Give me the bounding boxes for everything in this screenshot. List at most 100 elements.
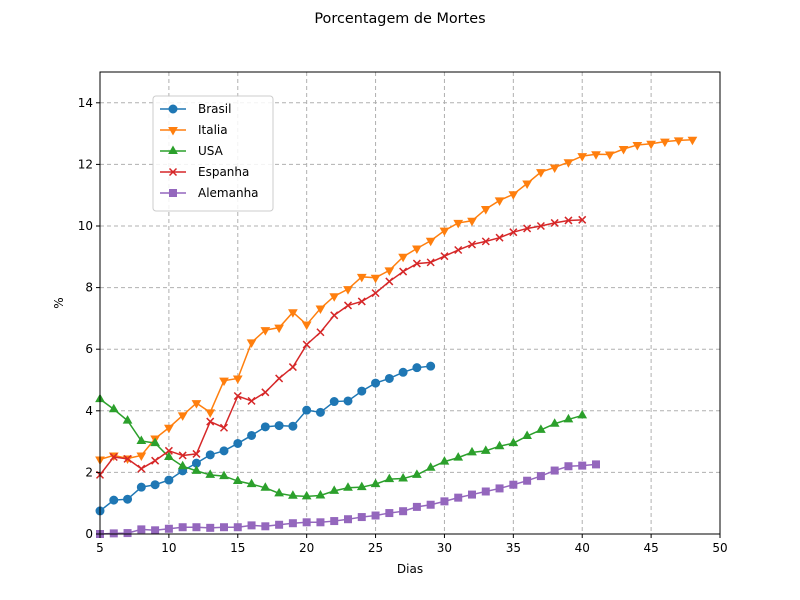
data-point-usa [425, 462, 436, 471]
data-point-alemanha [468, 490, 476, 499]
data-point-alemanha [206, 523, 215, 532]
data-point-usa [384, 473, 395, 483]
y-tick-label: 14 [78, 96, 93, 110]
series-espanha [95, 215, 587, 479]
legend-marker-alemanha [169, 189, 177, 197]
data-point-espanha [495, 233, 504, 242]
data-point-espanha [206, 417, 215, 426]
data-point-italia [618, 146, 629, 155]
legend-marker-usa [168, 145, 178, 154]
data-point-usa [508, 437, 519, 447]
x-tick-label: 45 [643, 541, 658, 555]
data-point-brasil [315, 407, 325, 417]
data-point-brasil [205, 450, 215, 460]
data-point-alemanha [564, 462, 573, 471]
data-point-italia [536, 169, 546, 178]
data-point-espanha [550, 218, 559, 227]
data-point-alemanha [164, 524, 173, 533]
series-group [95, 136, 698, 538]
data-point-alemanha [426, 500, 435, 509]
data-point-alemanha [137, 525, 146, 534]
data-point-brasil [136, 482, 146, 492]
data-point-usa [356, 481, 367, 491]
series-alemanha [96, 460, 600, 538]
data-point-italia [412, 245, 422, 254]
data-point-usa [232, 475, 243, 485]
data-point-italia [494, 197, 505, 206]
data-point-italia [591, 151, 601, 160]
data-point-brasil [288, 421, 298, 431]
data-point-usa [177, 460, 188, 470]
data-point-espanha [578, 215, 587, 224]
data-point-brasil [412, 363, 422, 373]
data-point-italia [246, 339, 257, 348]
data-point-italia [274, 324, 284, 334]
data-point-espanha [371, 289, 380, 298]
data-point-alemanha [592, 460, 600, 469]
data-point-italia [439, 227, 450, 237]
x-tick-label: 20 [299, 541, 314, 555]
legend: Brasil Italia USA Espanha Alemanha [152, 95, 274, 212]
x-tick-label: 35 [506, 541, 521, 555]
x-tick-label: 25 [368, 541, 383, 555]
data-point-alemanha [578, 461, 587, 470]
x-tick-label: 15 [230, 541, 245, 555]
data-point-espanha [178, 451, 187, 460]
data-point-espanha [275, 374, 284, 383]
data-point-usa [343, 482, 353, 491]
data-point-brasil [357, 386, 367, 396]
legend-label: Espanha [198, 165, 249, 179]
data-point-usa [260, 482, 271, 491]
data-point-italia [356, 273, 367, 283]
data-point-brasil [150, 480, 160, 490]
legend-marker-italia [168, 127, 178, 136]
chart-title: Porcentagem de Mortes [314, 11, 485, 27]
data-point-italia [604, 151, 615, 161]
data-point-italia [177, 412, 188, 421]
legend-entry-italia: Italia [160, 123, 228, 137]
data-point-italia [480, 206, 491, 215]
data-point-italia [687, 136, 698, 146]
y-tick-label: 2 [85, 465, 93, 479]
data-point-italia [632, 141, 643, 151]
data-point-italia [219, 377, 229, 387]
data-point-brasil [260, 422, 270, 432]
data-point-brasil [398, 367, 408, 377]
data-point-espanha [426, 258, 435, 267]
data-point-alemanha [123, 529, 132, 538]
data-point-espanha [302, 340, 311, 349]
data-point-usa [480, 445, 491, 454]
y-tick-label: 12 [78, 157, 93, 171]
data-point-brasil [274, 421, 284, 431]
data-point-usa [412, 469, 422, 478]
y-tick-label: 4 [85, 404, 93, 418]
data-point-italia [453, 219, 464, 229]
legend-entry-usa: USA [160, 144, 224, 158]
data-point-italia [164, 424, 174, 434]
legend-entry-espanha: Espanha [160, 165, 249, 179]
x-tick-label: 40 [575, 541, 590, 555]
data-point-usa [329, 485, 340, 494]
legend-label: USA [198, 144, 224, 158]
data-point-usa [136, 435, 147, 444]
data-point-brasil [329, 397, 339, 407]
data-point-espanha [316, 328, 325, 337]
data-point-alemanha [247, 521, 256, 530]
data-point-italia [660, 138, 670, 148]
data-point-italia [398, 253, 408, 263]
data-point-usa [274, 487, 284, 497]
data-point-italia [577, 153, 588, 162]
legend-label: Italia [198, 123, 228, 137]
data-point-usa [246, 478, 257, 488]
data-point-usa [494, 440, 505, 450]
data-point-alemanha [344, 515, 352, 524]
data-point-alemanha [151, 526, 160, 535]
ticks: 5 10 15 20 25 30 35 40 45 50 0 2 4 6 8 10 12 14 [78, 96, 728, 555]
data-point-alemanha [261, 522, 270, 531]
data-point-espanha [192, 449, 201, 458]
data-point-espanha [523, 224, 532, 233]
data-point-alemanha [550, 466, 559, 475]
data-point-usa [563, 413, 574, 423]
data-point-italia [370, 274, 381, 284]
data-point-usa [467, 446, 477, 456]
